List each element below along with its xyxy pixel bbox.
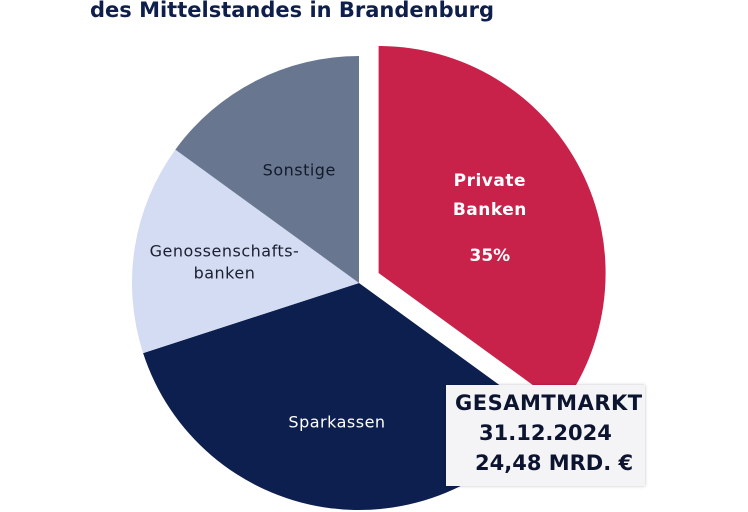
slice-label: banken [194, 263, 256, 282]
pie-slice-sonstige [175, 56, 359, 283]
total-box-heading: GESAMTMARKT [455, 391, 643, 415]
slice-label: Private [454, 171, 526, 191]
total-box-amount: 24,48 MRD. € [475, 451, 634, 475]
total-market-box: GESAMTMARKT 31.12.2024 24,48 MRD. € [446, 385, 645, 486]
slice-value-label: 35% [469, 246, 510, 266]
slice-label: Banken [453, 200, 527, 220]
chart-title: des Mittelstandes in Brandenburg [90, 0, 494, 22]
total-box-date: 31.12.2024 [479, 421, 612, 445]
slice-label: Sparkassen [288, 413, 385, 432]
pie-slice-genossenschaftsbanken [132, 149, 359, 354]
pie-slice-sparkassen [143, 283, 543, 510]
slice-label: Genossenschafts- [150, 241, 300, 260]
slice-label: Sonstige [263, 160, 336, 179]
pie-slice-private-banken [378, 46, 606, 407]
